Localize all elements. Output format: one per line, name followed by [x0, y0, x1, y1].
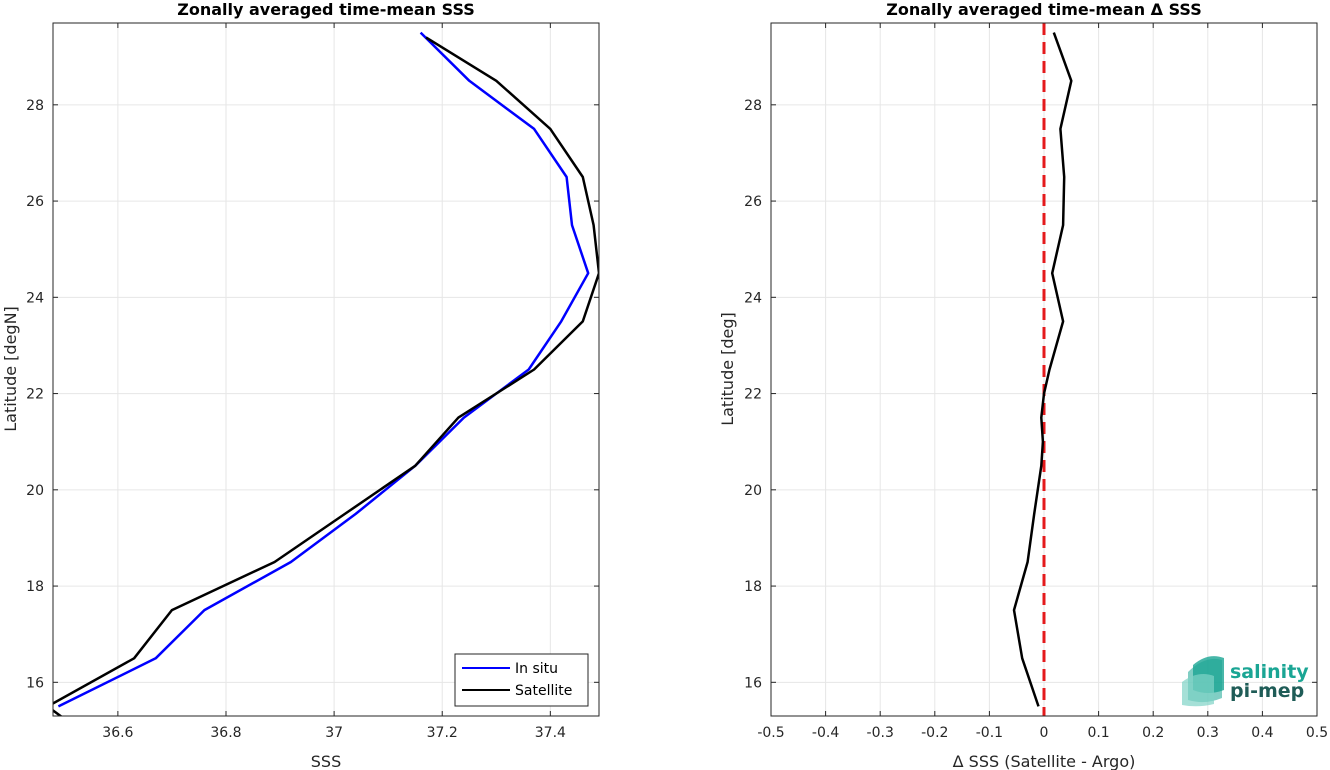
tick-labels: 36.6 36.8 37 37.2 37.4 16 18 20 22 24 26 28 — [26, 23, 599, 741]
x-tick-label: 37 — [325, 725, 343, 741]
y-tick-label: 24 — [744, 290, 762, 306]
x-axis-label: SSS — [311, 752, 341, 770]
grid — [53, 23, 599, 716]
legend: In situ Satellite — [454, 653, 589, 707]
plot-frame — [52, 22, 600, 717]
series-line-in-situ — [57, 31, 590, 708]
y-tick-label: 22 — [26, 387, 44, 403]
series-group — [53, 31, 599, 716]
x-axis-label: Δ SSS (Satellite - Argo) — [953, 752, 1136, 770]
x-tick-label: 37.2 — [427, 725, 458, 741]
x-tick-label: 0.5 — [1306, 725, 1328, 741]
y-tick-label: 18 — [26, 579, 44, 595]
y-tick-label: 22 — [744, 387, 762, 403]
series-group — [1012, 23, 1073, 716]
logo-text-pi-mep: pi-mep — [1230, 680, 1304, 702]
salinity-waves-logo-icon — [1182, 656, 1224, 707]
y-axis-label: Latitude [deg] — [718, 312, 737, 426]
y-tick-label: 26 — [26, 194, 44, 210]
x-tick-label: -0.5 — [757, 725, 784, 741]
x-tick-label: -0.4 — [812, 725, 839, 741]
chart-title: Zonally averaged time-mean Δ SSS — [886, 0, 1202, 19]
y-tick-label: 20 — [26, 483, 44, 499]
x-tick-label: 0.3 — [1197, 725, 1219, 741]
tick-labels: -0.5 -0.4 -0.3 -0.2 -0.1 0 0.1 0.2 0.3 0.4 0.5 16 18… — [744, 23, 1328, 741]
y-tick-label: 20 — [744, 483, 762, 499]
x-tick-label: -0.2 — [921, 725, 948, 741]
logo-text-salinity: salinity — [1230, 661, 1309, 683]
y-tick-label: 18 — [744, 579, 762, 595]
plot-frame — [770, 22, 1318, 717]
chart-title: Zonally averaged time-mean SSS — [177, 0, 475, 19]
y-tick-label: 24 — [26, 290, 44, 306]
y-tick-label: 26 — [744, 194, 762, 210]
x-tick-label: 36.8 — [210, 725, 241, 741]
x-tick-label: -0.1 — [976, 725, 1003, 741]
salinity-pi-mep-logo: salinity pi-mep — [1182, 656, 1309, 707]
series-line-delta-sss — [1012, 32, 1073, 707]
legend-box — [454, 653, 589, 707]
y-tick-label: 16 — [744, 675, 762, 691]
x-tick-label: 0 — [1040, 725, 1049, 741]
x-tick-label: 0.1 — [1087, 725, 1109, 741]
x-tick-label: 37.4 — [535, 725, 566, 741]
legend-label-satellite: Satellite — [515, 683, 572, 699]
delta-sss-panel: Zonally averaged time-mean Δ SSS -0.5 -0.… — [718, 0, 1328, 770]
y-tick-label: 28 — [744, 98, 762, 114]
x-tick-label: 0.2 — [1142, 725, 1164, 741]
sss-panel: Zonally averaged time-mean SSS 36.6 36.8 3… — [1, 0, 600, 770]
y-tick-label: 28 — [26, 98, 44, 114]
y-axis-label: Latitude [degN] — [1, 306, 20, 432]
x-tick-label: 0.4 — [1251, 725, 1273, 741]
x-tick-label: -0.3 — [867, 725, 894, 741]
legend-label-in-situ: In situ — [515, 661, 558, 677]
x-tick-label: 36.6 — [102, 725, 133, 741]
series-line-satellite — [53, 36, 599, 716]
y-tick-label: 16 — [26, 675, 44, 691]
